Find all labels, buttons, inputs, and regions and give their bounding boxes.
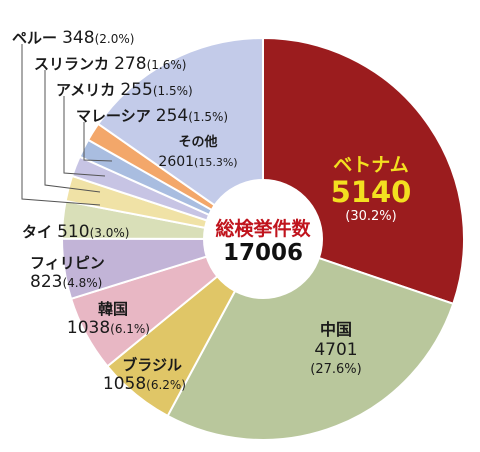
- slice-pct-srilanka: (1.6%): [146, 58, 187, 72]
- slice-name-thai: タイ: [22, 223, 53, 241]
- slice-pct-malaysia: (1.5%): [188, 110, 229, 124]
- label-philippines: フィリピン 823(4.8%): [30, 256, 105, 291]
- slice-value-america: 255: [120, 80, 153, 100]
- slice-value-srilanka: 278: [114, 54, 147, 74]
- label-srilanka: スリランカ 278(1.6%): [34, 56, 186, 73]
- label-peru: ペルー 348(2.0%): [12, 30, 134, 47]
- label-malaysia: マレーシア 254(1.5%): [76, 108, 228, 125]
- label-brazil: ブラジル 1058(6.2%): [58, 358, 186, 393]
- center-total: 17006: [222, 240, 304, 266]
- slice-name-china: 中国: [319, 320, 352, 339]
- slice-name-srilanka: スリランカ: [34, 55, 110, 73]
- slice-pct-philippines: (4.8%): [62, 276, 103, 290]
- slice-value-peru: 348: [62, 28, 95, 48]
- label-america: アメリカ 255(1.5%): [56, 82, 193, 99]
- donut-hole: [203, 179, 323, 299]
- leader-line-america: [63, 96, 106, 177]
- slice-name-korea: 韓国: [97, 300, 128, 318]
- slice-pct-korea: (6.1%): [110, 322, 150, 336]
- slice-value-korea: 1038: [66, 318, 111, 338]
- slice-value-thai: 510: [57, 222, 90, 242]
- slice-name-peru: ペルー: [12, 29, 58, 47]
- slice-pct-brazil: (6.2%): [146, 378, 186, 392]
- slice-value-malaysia: 254: [155, 106, 189, 126]
- slice-value-other: 2601: [158, 154, 195, 170]
- slice-10: [96, 36, 264, 241]
- leader-line-malaysia: [83, 122, 113, 162]
- label-other: その他 2601(15.3%): [158, 136, 238, 169]
- center-title: 総検挙件数: [215, 218, 311, 240]
- label-vietnam: ベトナム 5140 (30.2%): [316, 154, 426, 224]
- leader-line-srilanka: [44, 70, 101, 193]
- slice-pct-other: (15.3%): [194, 156, 238, 169]
- label-korea: 韓国 1038(6.1%): [22, 302, 150, 337]
- slice-pct-vietnam: (30.2%): [345, 209, 397, 224]
- label-thai: タイ 510(3.0%): [22, 224, 129, 241]
- slice-value-vietnam: 5140: [330, 175, 412, 209]
- slice-pct-peru: (2.0%): [94, 32, 135, 46]
- slice-pct-thai: (3.0%): [89, 226, 130, 240]
- slice-pct-china: (27.6%): [310, 362, 362, 377]
- slice-name-malaysia: マレーシア: [76, 107, 151, 125]
- slice-name-america: アメリカ: [56, 81, 116, 99]
- slice-name-brazil: ブラジル: [122, 356, 182, 374]
- label-china: 中国 4701 (27.6%): [286, 320, 386, 377]
- slice-value-china: 4701: [314, 340, 358, 360]
- slice-value-brazil: 1058: [102, 374, 147, 394]
- slice-name-vietnam: ベトナム: [333, 154, 409, 176]
- slice-value-philippines: 823: [30, 272, 63, 292]
- slice-name-philippines: フィリピン: [30, 254, 105, 272]
- leader-line-peru: [21, 44, 101, 206]
- slice-name-other: その他: [178, 135, 218, 150]
- slice-pct-america: (1.5%): [152, 84, 193, 98]
